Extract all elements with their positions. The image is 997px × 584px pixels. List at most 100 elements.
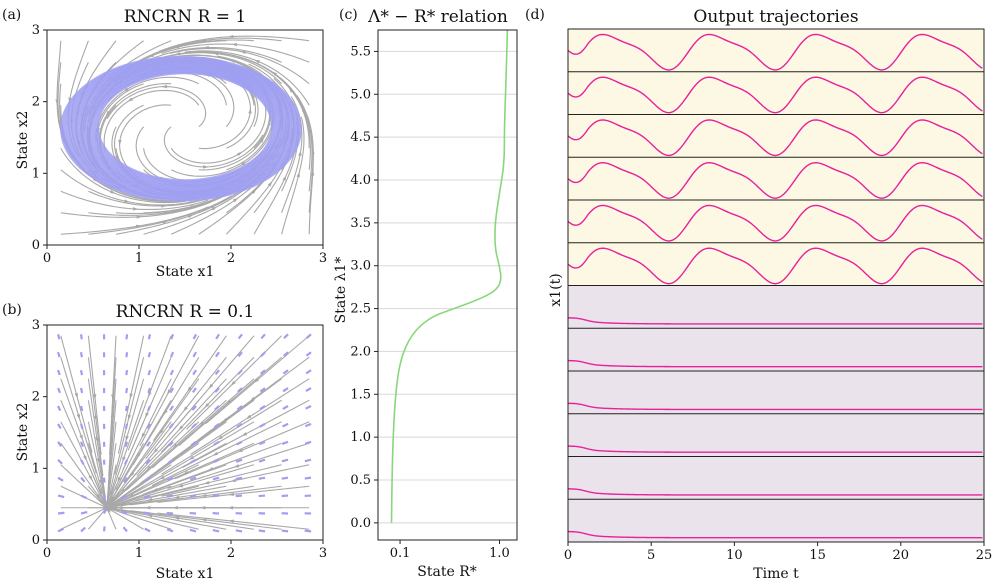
streamline-arrow	[125, 435, 129, 442]
trajectory-segment	[167, 458, 174, 465]
trajectory-segment	[305, 333, 312, 339]
streamline-arrow	[74, 392, 78, 399]
trajectory-segment	[192, 369, 197, 376]
streamline-arrow	[129, 471, 135, 478]
panel-d: (d) Output trajectories 0 5 10 15 20 25 Time …	[525, 7, 992, 582]
streamline-arrow	[228, 519, 234, 523]
panel-c-xlabel: State R*	[417, 564, 476, 580]
panel-c-ytick-label: 1.0	[350, 430, 371, 445]
trajectory-segment	[147, 387, 152, 394]
panel-c-ytick-label: 2.0	[350, 344, 371, 359]
trajectory-segment	[122, 526, 128, 533]
streamline-arrow	[217, 435, 223, 440]
panel-c-relation-line	[390, 29, 509, 523]
streamline-arrow	[296, 171, 300, 178]
streamline-arrow	[232, 197, 239, 203]
panel-c-ytick-label: 1.5	[350, 387, 371, 402]
panel-a-xtick-label: 3	[319, 251, 327, 266]
trajectory-segment	[304, 422, 312, 428]
trajectory-segment	[281, 458, 289, 463]
streamline-arrow	[161, 84, 167, 89]
trajectory-segment	[236, 440, 243, 446]
panel-a-xtick-label: 0	[43, 251, 51, 266]
streamline-arrow	[83, 455, 87, 462]
trajectory-row-bg	[568, 242, 984, 286]
output-trajectory-line	[567, 402, 983, 411]
panel-c-ytick-label: 4.0	[350, 173, 371, 188]
trajectory-segment	[237, 351, 243, 358]
trajectory-segment	[57, 405, 62, 412]
trajectory-row-bg	[568, 328, 984, 371]
streamline-arrow	[183, 406, 188, 412]
streamline-arrow	[163, 409, 168, 416]
panel-b-ytick-label: 1	[32, 461, 40, 476]
trajectory-segment	[214, 405, 220, 411]
trajectory-segment	[189, 476, 197, 481]
trajectory-segment	[259, 387, 266, 393]
panel-c-ytick-label: 2.5	[350, 302, 371, 317]
output-trajectory-line	[567, 204, 983, 242]
streamline-arrow	[271, 71, 278, 77]
streamline-arrow	[88, 475, 93, 481]
panel-b-xtick-label: 1	[135, 546, 143, 561]
streamline-arrow	[122, 456, 126, 463]
output-trajectory-line	[567, 359, 983, 368]
trajectory-segment	[147, 334, 152, 340]
output-trajectory-line	[567, 488, 983, 496]
panel-d-xtick-label: 20	[893, 548, 910, 563]
panel-c-ytick-label: 5.0	[350, 87, 371, 102]
trajectory-segment	[57, 387, 62, 394]
panel-d-xtick-label: 0	[564, 548, 572, 563]
panel-d-rows	[567, 29, 984, 542]
streamline-arrow	[177, 483, 184, 488]
panel-c-ytick-label: 3.5	[350, 216, 371, 231]
panel-a: (a) RNCRN R = 1 0 1 2 3 0 1 2 3 State x1 State …	[2, 7, 327, 280]
panel-a-ytick-label: 1	[32, 166, 40, 181]
trajectory-segment	[192, 333, 198, 340]
streamline-arrow	[120, 488, 126, 494]
streamline-arrow	[111, 394, 115, 400]
trajectory-segment	[56, 351, 61, 358]
trajectory-segment	[304, 440, 312, 445]
trajectory-segment	[282, 387, 289, 393]
trajectory-segment	[166, 494, 174, 498]
streamline-arrow	[249, 396, 256, 402]
panel-c-label: (c)	[339, 7, 358, 23]
streamline-arrow	[145, 412, 149, 419]
panel-a-ytick-label: 2	[32, 95, 40, 110]
trajectory-segment	[147, 351, 152, 358]
trajectory-segment	[147, 405, 152, 412]
trajectory-segment	[124, 441, 129, 448]
trajectory-segment	[281, 440, 289, 445]
trajectory-row-bg	[568, 114, 984, 158]
trajectory-segment	[258, 529, 266, 533]
streamline-arrow	[211, 206, 218, 211]
trajectory-segment	[190, 458, 197, 464]
trajectory-segment	[260, 333, 266, 340]
streamline-arrow	[118, 139, 122, 146]
panel-a-limit-cycle-band	[60, 55, 302, 202]
panel-d-title: Output trajectories	[693, 7, 858, 27]
trajectory-segment	[146, 423, 152, 430]
output-trajectory-line	[567, 445, 983, 453]
trajectory-segment	[79, 423, 84, 430]
streamline-arrow	[199, 421, 205, 427]
streamline-arrow	[230, 478, 237, 483]
trajectory-row-bg	[568, 29, 984, 72]
trajectory-segment	[213, 440, 220, 446]
streamline-arrow	[245, 414, 252, 420]
streamline-arrow	[173, 516, 180, 520]
trajectory-segment	[190, 440, 197, 447]
streamline-arrow	[267, 181, 273, 187]
panel-c-grid	[378, 50, 517, 524]
streamline	[60, 421, 108, 509]
trajectory-segment	[169, 369, 175, 376]
streamline-arrow	[162, 220, 169, 224]
trajectory-segment	[125, 352, 129, 358]
streamline-arrow	[208, 383, 214, 390]
trajectory-segment	[57, 441, 63, 447]
limit-cycle-trajectory	[80, 64, 286, 191]
trajectory-segment	[144, 476, 151, 482]
trajectory-segment	[144, 527, 151, 533]
streamline-arrow	[229, 59, 236, 63]
